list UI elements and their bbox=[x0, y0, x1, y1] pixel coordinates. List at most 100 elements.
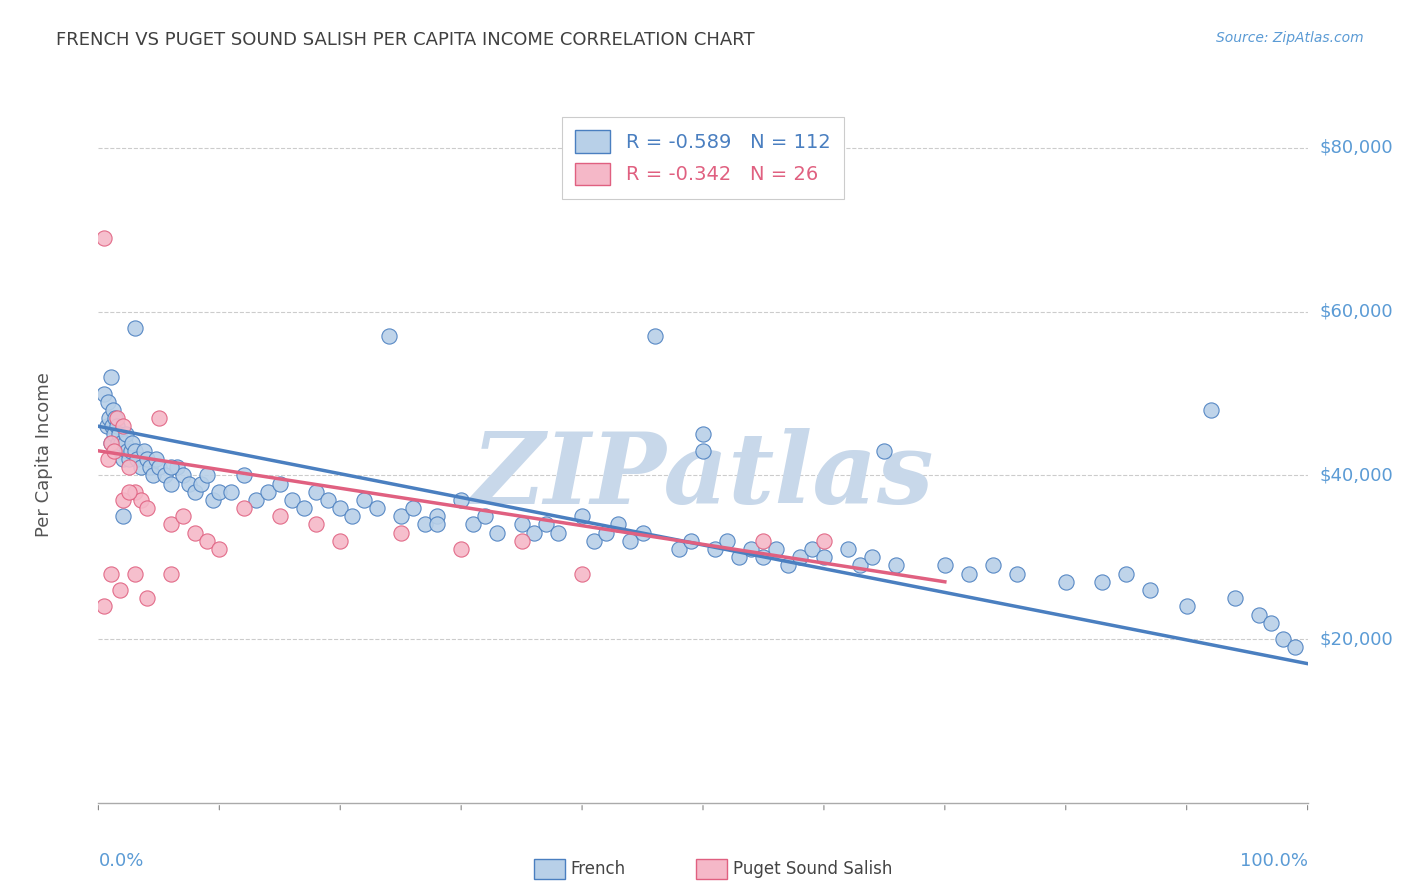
Text: Puget Sound Salish: Puget Sound Salish bbox=[733, 860, 891, 878]
Point bbox=[789, 550, 811, 565]
Point bbox=[100, 370, 122, 384]
Point bbox=[97, 452, 120, 467]
Point bbox=[837, 542, 859, 557]
Point bbox=[292, 501, 315, 516]
Point bbox=[105, 419, 128, 434]
Point bbox=[124, 566, 146, 581]
Point bbox=[120, 443, 142, 458]
Point bbox=[329, 501, 352, 516]
Text: $20,000: $20,000 bbox=[1320, 630, 1393, 648]
Point bbox=[100, 435, 122, 450]
Point bbox=[1139, 582, 1161, 597]
Point bbox=[366, 501, 388, 516]
Point bbox=[342, 509, 364, 524]
Point bbox=[1115, 566, 1137, 581]
Point bbox=[752, 550, 775, 565]
Point bbox=[145, 452, 167, 467]
Point bbox=[111, 492, 134, 507]
Point bbox=[571, 509, 593, 524]
Point bbox=[232, 468, 254, 483]
Point bbox=[463, 517, 485, 532]
Point bbox=[107, 435, 129, 450]
Text: FRENCH VS PUGET SOUND SALISH PER CAPITA INCOME CORRELATION CHART: FRENCH VS PUGET SOUND SALISH PER CAPITA … bbox=[56, 31, 755, 49]
Point bbox=[607, 517, 630, 532]
Point bbox=[114, 435, 136, 450]
Text: Source: ZipAtlas.com: Source: ZipAtlas.com bbox=[1216, 31, 1364, 45]
Legend: R = -0.589   N = 112, R = -0.342   N = 26: R = -0.589 N = 112, R = -0.342 N = 26 bbox=[562, 117, 844, 199]
Point bbox=[127, 452, 149, 467]
Point bbox=[110, 435, 132, 450]
Point bbox=[329, 533, 352, 548]
Point bbox=[148, 411, 170, 425]
Point bbox=[547, 525, 569, 540]
Point bbox=[668, 542, 690, 557]
Text: $80,000: $80,000 bbox=[1320, 139, 1393, 157]
Point bbox=[523, 525, 546, 540]
Point bbox=[190, 476, 212, 491]
Point bbox=[139, 460, 162, 475]
Text: ZIPatlas: ZIPatlas bbox=[472, 427, 934, 524]
Point bbox=[121, 435, 143, 450]
Point bbox=[740, 542, 762, 557]
Text: 100.0%: 100.0% bbox=[1240, 852, 1308, 870]
Point bbox=[153, 468, 176, 483]
Text: $60,000: $60,000 bbox=[1320, 302, 1393, 321]
Point bbox=[93, 231, 115, 245]
Point bbox=[389, 509, 412, 524]
Point bbox=[692, 443, 714, 458]
Point bbox=[134, 443, 156, 458]
Point bbox=[97, 394, 120, 409]
Point bbox=[124, 484, 146, 499]
Point bbox=[111, 509, 134, 524]
Point bbox=[172, 509, 194, 524]
Point bbox=[644, 329, 666, 343]
Point bbox=[98, 411, 121, 425]
Point bbox=[426, 517, 449, 532]
Point bbox=[934, 558, 956, 573]
Point bbox=[679, 533, 702, 548]
Point bbox=[177, 476, 201, 491]
Point bbox=[111, 452, 134, 467]
Point bbox=[353, 492, 375, 507]
Point bbox=[704, 542, 727, 557]
Point bbox=[245, 492, 267, 507]
Point bbox=[631, 525, 654, 540]
Point bbox=[1199, 403, 1222, 417]
Point bbox=[108, 427, 131, 442]
Point bbox=[124, 321, 146, 335]
Point bbox=[118, 460, 141, 475]
Point bbox=[103, 427, 125, 442]
Point bbox=[800, 542, 823, 557]
Point bbox=[160, 476, 183, 491]
Point bbox=[124, 443, 146, 458]
Point bbox=[117, 443, 139, 458]
Point bbox=[93, 599, 115, 614]
Point bbox=[160, 460, 183, 475]
Point bbox=[256, 484, 278, 499]
Point bbox=[1054, 574, 1077, 589]
Point bbox=[208, 484, 231, 499]
Point bbox=[571, 566, 593, 581]
Point bbox=[160, 517, 183, 532]
Point bbox=[160, 566, 183, 581]
Point bbox=[142, 468, 165, 483]
Point bbox=[195, 533, 218, 548]
Point bbox=[305, 484, 328, 499]
Point bbox=[426, 509, 449, 524]
Point bbox=[184, 525, 207, 540]
Point bbox=[619, 533, 641, 548]
Point bbox=[981, 558, 1004, 573]
Point bbox=[692, 427, 714, 442]
Point bbox=[100, 419, 122, 434]
Point bbox=[93, 386, 115, 401]
Point bbox=[534, 517, 557, 532]
Point bbox=[195, 468, 218, 483]
Point bbox=[510, 517, 533, 532]
Point bbox=[232, 501, 254, 516]
Point bbox=[813, 533, 835, 548]
Text: French: French bbox=[571, 860, 626, 878]
Point bbox=[1249, 607, 1271, 622]
Point bbox=[129, 460, 152, 475]
Point bbox=[1091, 574, 1114, 589]
Point bbox=[377, 329, 399, 343]
